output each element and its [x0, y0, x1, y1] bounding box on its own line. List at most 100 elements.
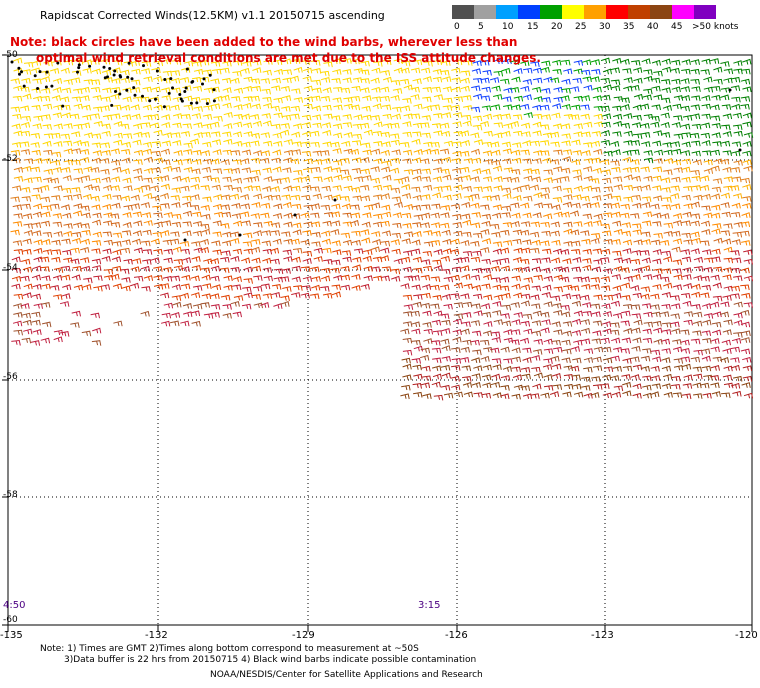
wind-barb [11, 256, 21, 263]
wind-barb [510, 176, 520, 183]
wind-barb [593, 105, 604, 112]
wind-barb [522, 393, 533, 400]
wind-barb [43, 60, 53, 67]
legend-tick: 10 [502, 22, 514, 32]
wind-barb [592, 167, 602, 174]
wind-barb [13, 176, 24, 182]
wind-barb [242, 232, 253, 239]
wind-barb [631, 313, 642, 319]
wind-barb [472, 168, 482, 174]
wind-barb [232, 70, 242, 77]
wind-barb [552, 363, 562, 370]
wind-barb [522, 357, 532, 363]
wind-barb [721, 211, 731, 218]
wind-barbs [10, 57, 754, 401]
wind-barb [292, 229, 302, 236]
wind-barb [41, 87, 51, 94]
wind-barb [590, 76, 600, 82]
wind-barb [402, 121, 412, 127]
wind-barb [622, 357, 632, 364]
wind-barb [412, 222, 422, 228]
wind-barb [301, 285, 312, 291]
wind-barb [723, 257, 734, 264]
wind-barb [331, 284, 341, 291]
wind-barb [531, 285, 542, 292]
legend-tick: 0 [454, 22, 460, 32]
wind-barb [410, 321, 421, 328]
wind-barb [680, 347, 691, 354]
wind-barb [113, 320, 123, 327]
wind-barb [733, 159, 743, 166]
wind-barb [52, 77, 63, 84]
wind-barb [511, 149, 521, 156]
wind-barb [62, 140, 73, 147]
wind-barb [412, 383, 422, 389]
wind-barb [11, 275, 22, 282]
wind-barb [331, 115, 341, 121]
wind-barb [551, 321, 561, 327]
wind-barb [111, 256, 122, 263]
wind-barb [32, 230, 42, 236]
wind-barb [641, 257, 651, 264]
wind-barb [661, 187, 671, 193]
wind-barb [681, 59, 691, 65]
wind-barb [142, 259, 152, 265]
wind-barb [281, 114, 292, 121]
wind-barb [573, 95, 583, 102]
wind-barb [590, 237, 600, 244]
wind-barb [560, 95, 570, 101]
wind-barb [202, 158, 212, 165]
wind-barb [650, 375, 661, 381]
wind-barb [202, 114, 213, 120]
wind-barb [612, 105, 622, 112]
wind-barb [402, 266, 412, 273]
wind-barb [171, 166, 181, 173]
wind-barb [210, 312, 220, 318]
wind-barb [221, 77, 232, 84]
wind-barb [80, 95, 90, 101]
wind-barb [563, 114, 574, 120]
wind-barb [430, 141, 440, 148]
wind-barb [81, 212, 91, 219]
wind-barb [211, 240, 221, 247]
wind-barb [171, 284, 181, 290]
wind-barb [691, 185, 702, 191]
wind-barb [260, 132, 271, 138]
wind-barb [171, 132, 181, 138]
wind-barb [132, 123, 143, 129]
wind-barb [22, 165, 32, 172]
wind-barb [222, 131, 232, 138]
wind-barb [223, 122, 233, 129]
wind-barb [183, 311, 193, 317]
wind-barb [461, 365, 472, 372]
wind-barb [92, 219, 102, 226]
wind-barb [323, 166, 333, 172]
wind-barb [573, 131, 583, 138]
wind-barb [560, 167, 571, 174]
wind-barb [651, 383, 662, 390]
wind-barb [381, 211, 392, 218]
wind-barb [550, 221, 560, 228]
wind-barb [13, 166, 24, 173]
wind-barb [302, 276, 313, 282]
wind-barb [573, 221, 583, 227]
wind-barb [79, 257, 90, 263]
wind-barb [42, 124, 52, 130]
wind-barb [340, 196, 350, 202]
wind-barb [411, 138, 421, 145]
wind-barb [222, 87, 232, 93]
wind-barb [73, 203, 83, 209]
wind-barb [513, 384, 524, 391]
wind-barb [243, 185, 253, 191]
wind-barb [511, 393, 521, 400]
wind-barb [722, 274, 732, 281]
wind-barb [462, 95, 472, 101]
wind-barb [613, 257, 624, 264]
wind-barb [380, 149, 390, 156]
wind-barb [410, 310, 420, 317]
wind-barb [729, 185, 740, 191]
wind-barb [243, 248, 253, 255]
wind-barb [661, 87, 671, 93]
wind-barb [623, 113, 633, 119]
wind-barb [191, 168, 201, 175]
